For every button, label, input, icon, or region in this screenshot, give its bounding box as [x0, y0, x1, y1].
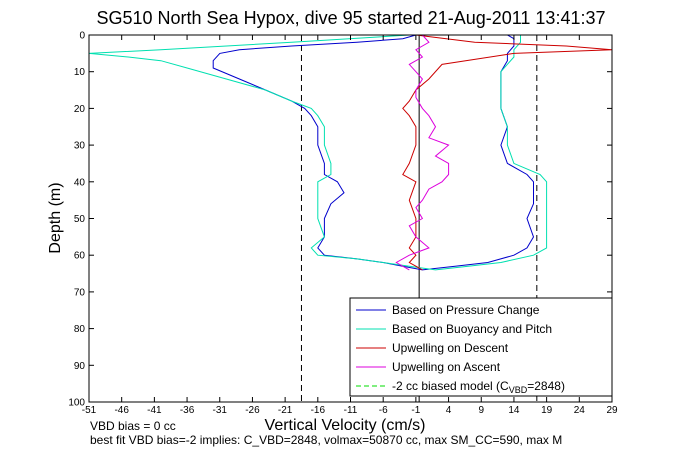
x-tick-label-13: 14	[508, 405, 520, 416]
y-tick-label-9: 90	[74, 361, 86, 372]
y-tick-label-2: 20	[74, 104, 86, 115]
vbd-bias-note: VBD bias = 0 cc	[90, 419, 176, 433]
x-tick-label-5: -26	[245, 405, 260, 416]
x-tick-label-12: 9	[478, 405, 484, 416]
y-tick-label-10: 100	[68, 398, 85, 409]
x-tick-label-1: -46	[114, 405, 129, 416]
legend-label-2: Upwelling on Descent	[392, 341, 509, 355]
x-tick-label-7: -16	[311, 405, 326, 416]
y-tick-label-5: 50	[74, 214, 86, 225]
x-tick-label-2: -41	[147, 405, 162, 416]
x-tick-label-4: -31	[213, 405, 228, 416]
y-tick-label-1: 10	[74, 67, 86, 78]
x-tick-label-11: 4	[446, 405, 452, 416]
x-axis-label: Vertical Velocity (cm/s)	[265, 417, 426, 434]
legend-label-3: Upwelling on Ascent	[392, 360, 501, 374]
x-tick-label-0: -51	[82, 405, 97, 416]
legend-label-4: -2 cc biased model (CVBD=2848)	[392, 379, 565, 395]
y-tick-label-8: 80	[74, 324, 86, 335]
y-tick-label-7: 70	[74, 287, 86, 298]
legend-label-0: Based on Pressure Change	[392, 303, 540, 317]
chart-title: SG510 North Sea Hypox, dive 95 started 2…	[97, 8, 606, 28]
x-tick-label-9: -6	[379, 405, 388, 416]
x-tick-label-6: -21	[278, 405, 293, 416]
x-tick-label-8: -11	[344, 405, 358, 416]
best-fit-note: best fit VBD bias=-2 implies: C_VBD=2848…	[90, 433, 562, 447]
x-tick-label-10: -1	[411, 405, 420, 416]
legend-label-1: Based on Buoyancy and Pitch	[392, 322, 552, 336]
x-tick-label-16: 29	[606, 405, 618, 416]
x-tick-label-14: 19	[541, 405, 553, 416]
x-axis: -51 -46 -41 -36 -31 -26 -21 -16 -11 -6 -1 4 9 14 19 24 2…	[82, 35, 618, 416]
y-tick-label-0: 0	[79, 31, 85, 42]
series-line-3	[395, 34, 450, 271]
y-axis-label: Depth (m)	[47, 182, 64, 253]
y-tick-label-4: 40	[74, 177, 86, 188]
series-line-1	[88, 34, 548, 271]
series-line-2	[402, 34, 613, 271]
y-tick-label-3: 30	[74, 141, 86, 152]
x-tick-label-15: 24	[574, 405, 586, 416]
legend: Based on Pressure Change Based on Buoyanc…	[349, 297, 613, 397]
x-tick-label-3: -36	[180, 405, 195, 416]
legend-box	[349, 297, 613, 397]
y-tick-label-6: 60	[74, 251, 86, 262]
